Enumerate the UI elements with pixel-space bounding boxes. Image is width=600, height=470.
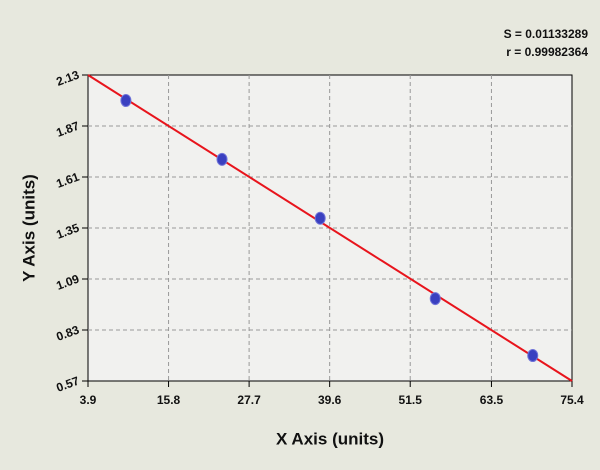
data-point [429, 292, 441, 306]
data-point [527, 349, 539, 362]
x-tick-label: 51.5 [399, 393, 423, 407]
x-tick-label: 3.9 [80, 393, 97, 407]
annotation: S = 0.01133289 [504, 27, 589, 41]
data-point [216, 152, 228, 166]
x-tick-label: 15.8 [157, 393, 181, 407]
x-tick-label: 39.6 [318, 393, 342, 407]
data-point [314, 211, 326, 225]
data-point [120, 94, 132, 107]
fit-line [87, 74, 573, 382]
y-axis-title: Y Axis (units) [19, 174, 38, 282]
annotation: r = 0.99982364 [506, 45, 588, 59]
x-axis-title: X Axis (units) [276, 429, 384, 448]
x-tick-label: 75.4 [560, 393, 584, 407]
x-tick-label: 63.5 [480, 393, 504, 407]
x-tick-label: 27.7 [237, 393, 261, 407]
